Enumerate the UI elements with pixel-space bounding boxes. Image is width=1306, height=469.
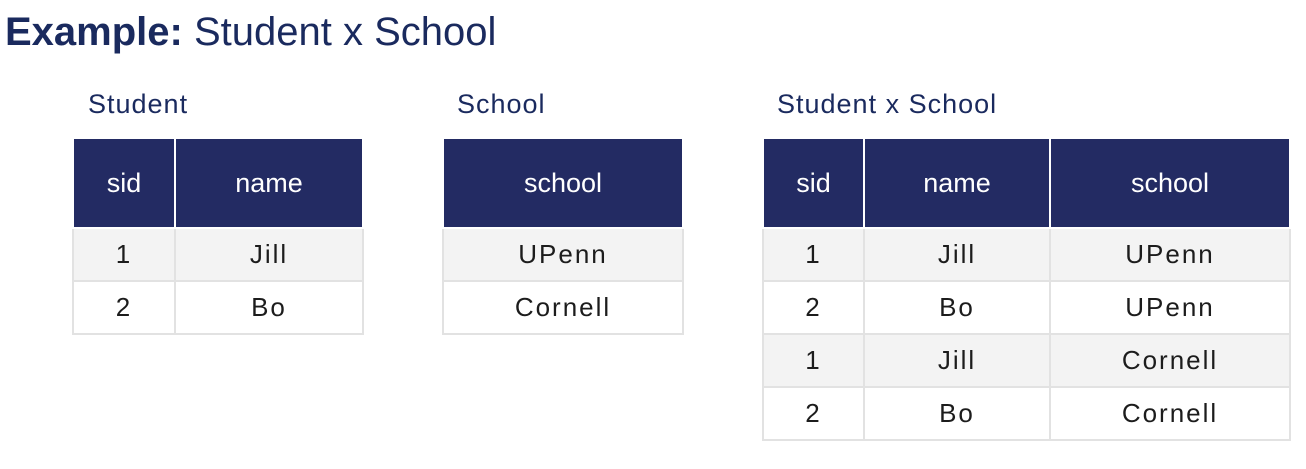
- column-header-school: school: [442, 137, 684, 229]
- column-header-name: name: [174, 137, 364, 229]
- cell-name: Bo: [863, 386, 1051, 441]
- table-row: 2 Bo UPenn: [762, 280, 1291, 335]
- school-table: school UPenn Cornell: [442, 137, 684, 335]
- column-header-sid: sid: [762, 137, 865, 229]
- cell-sid: 2: [762, 386, 865, 441]
- cell-name: Jill: [863, 333, 1051, 388]
- cell-school: Cornell: [1049, 333, 1291, 388]
- column-header-name: name: [863, 137, 1051, 229]
- cell-school: UPenn: [1049, 280, 1291, 335]
- table-row: Cornell: [442, 280, 684, 335]
- product-table-caption: Student x School: [777, 89, 998, 119]
- table-row: UPenn: [442, 227, 684, 282]
- cell-sid: 2: [72, 280, 176, 335]
- table-row: 1 Jill Cornell: [762, 333, 1291, 388]
- cell-sid: 2: [762, 280, 865, 335]
- cell-sid: 1: [762, 227, 865, 282]
- cell-school: Cornell: [442, 280, 684, 335]
- column-header-school: school: [1049, 137, 1291, 229]
- table-row: 2 Bo: [72, 280, 364, 335]
- student-table-caption: Student: [88, 89, 189, 119]
- cell-school: Cornell: [1049, 386, 1291, 441]
- cell-name: Jill: [174, 227, 364, 282]
- table-row: 1 Jill UPenn: [762, 227, 1291, 282]
- slide-title-bold: Example:: [5, 10, 183, 54]
- cell-name: Bo: [174, 280, 364, 335]
- school-table-caption: School: [457, 89, 546, 119]
- cell-name: Jill: [863, 227, 1051, 282]
- table-row: 2 Bo Cornell: [762, 386, 1291, 441]
- column-header-sid: sid: [72, 137, 176, 229]
- slide-title: Example: Student x School: [5, 6, 496, 58]
- cell-sid: 1: [72, 227, 176, 282]
- student-table: sid name 1 Jill 2 Bo: [72, 137, 364, 335]
- cell-school: UPenn: [1049, 227, 1291, 282]
- product-table-header-row: sid name school: [762, 137, 1291, 229]
- slide-title-rest: Student x School: [182, 10, 497, 54]
- cell-sid: 1: [762, 333, 865, 388]
- product-table: sid name school 1 Jill UPenn 2 Bo UPenn …: [762, 137, 1291, 441]
- cell-school: UPenn: [442, 227, 684, 282]
- student-table-header-row: sid name: [72, 137, 364, 229]
- cell-name: Bo: [863, 280, 1051, 335]
- school-table-header-row: school: [442, 137, 684, 229]
- table-row: 1 Jill: [72, 227, 364, 282]
